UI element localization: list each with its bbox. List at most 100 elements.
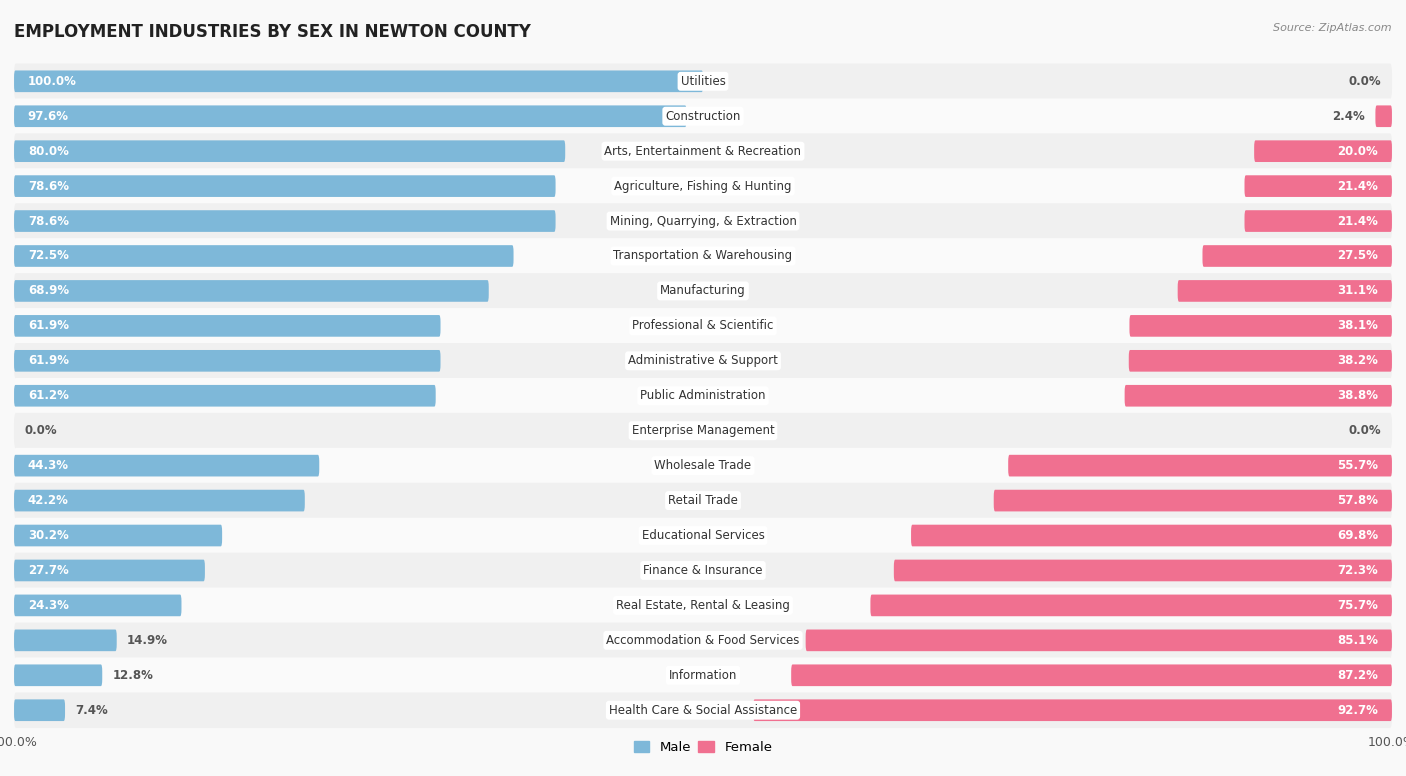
Text: 44.3%: 44.3% <box>28 459 69 472</box>
Text: 31.1%: 31.1% <box>1337 285 1378 297</box>
FancyBboxPatch shape <box>14 140 565 162</box>
FancyBboxPatch shape <box>1129 350 1392 372</box>
Text: 27.7%: 27.7% <box>28 564 69 577</box>
Text: EMPLOYMENT INDUSTRIES BY SEX IN NEWTON COUNTY: EMPLOYMENT INDUSTRIES BY SEX IN NEWTON C… <box>14 23 531 41</box>
Text: 21.4%: 21.4% <box>1337 214 1378 227</box>
Text: 97.6%: 97.6% <box>28 109 69 123</box>
Text: Wholesale Trade: Wholesale Trade <box>654 459 752 472</box>
FancyBboxPatch shape <box>14 273 1392 309</box>
FancyBboxPatch shape <box>14 99 1392 134</box>
FancyBboxPatch shape <box>14 308 1392 344</box>
FancyBboxPatch shape <box>754 699 1392 721</box>
FancyBboxPatch shape <box>14 657 1392 693</box>
Text: 0.0%: 0.0% <box>24 424 58 437</box>
Text: Real Estate, Rental & Leasing: Real Estate, Rental & Leasing <box>616 599 790 612</box>
FancyBboxPatch shape <box>1125 385 1392 407</box>
FancyBboxPatch shape <box>14 238 1392 274</box>
FancyBboxPatch shape <box>1202 245 1392 267</box>
Text: Public Administration: Public Administration <box>640 390 766 402</box>
Text: Agriculture, Fishing & Hunting: Agriculture, Fishing & Hunting <box>614 179 792 192</box>
Text: 72.5%: 72.5% <box>28 250 69 262</box>
Text: 61.9%: 61.9% <box>28 355 69 367</box>
FancyBboxPatch shape <box>14 133 1392 169</box>
Text: 87.2%: 87.2% <box>1337 669 1378 682</box>
Text: 61.2%: 61.2% <box>28 390 69 402</box>
Text: 30.2%: 30.2% <box>28 529 69 542</box>
Text: 80.0%: 80.0% <box>28 144 69 158</box>
FancyBboxPatch shape <box>14 385 436 407</box>
Text: 27.5%: 27.5% <box>1337 250 1378 262</box>
Text: 78.6%: 78.6% <box>28 214 69 227</box>
FancyBboxPatch shape <box>14 64 1392 99</box>
FancyBboxPatch shape <box>14 175 555 197</box>
FancyBboxPatch shape <box>14 587 1392 623</box>
Text: Retail Trade: Retail Trade <box>668 494 738 507</box>
FancyBboxPatch shape <box>14 455 319 476</box>
FancyBboxPatch shape <box>1244 210 1392 232</box>
Text: 0.0%: 0.0% <box>1348 424 1382 437</box>
FancyBboxPatch shape <box>14 629 117 651</box>
FancyBboxPatch shape <box>806 629 1392 651</box>
FancyBboxPatch shape <box>1178 280 1392 302</box>
Text: 12.8%: 12.8% <box>112 669 153 682</box>
FancyBboxPatch shape <box>14 343 1392 379</box>
Text: Professional & Scientific: Professional & Scientific <box>633 320 773 332</box>
Text: Source: ZipAtlas.com: Source: ZipAtlas.com <box>1274 23 1392 33</box>
FancyBboxPatch shape <box>14 559 205 581</box>
FancyBboxPatch shape <box>14 350 440 372</box>
Text: 72.3%: 72.3% <box>1337 564 1378 577</box>
Text: 100.0%: 100.0% <box>28 74 77 88</box>
Text: Enterprise Management: Enterprise Management <box>631 424 775 437</box>
FancyBboxPatch shape <box>1008 455 1392 476</box>
FancyBboxPatch shape <box>14 315 440 337</box>
Text: Manufacturing: Manufacturing <box>661 285 745 297</box>
FancyBboxPatch shape <box>14 210 555 232</box>
Text: 38.8%: 38.8% <box>1337 390 1378 402</box>
Text: 57.8%: 57.8% <box>1337 494 1378 507</box>
Text: 55.7%: 55.7% <box>1337 459 1378 472</box>
Text: 42.2%: 42.2% <box>28 494 69 507</box>
FancyBboxPatch shape <box>14 448 1392 483</box>
FancyBboxPatch shape <box>14 378 1392 414</box>
Text: 38.2%: 38.2% <box>1337 355 1378 367</box>
Text: Administrative & Support: Administrative & Support <box>628 355 778 367</box>
Text: 78.6%: 78.6% <box>28 179 69 192</box>
FancyBboxPatch shape <box>870 594 1392 616</box>
FancyBboxPatch shape <box>14 594 181 616</box>
FancyBboxPatch shape <box>14 518 1392 553</box>
Text: Arts, Entertainment & Recreation: Arts, Entertainment & Recreation <box>605 144 801 158</box>
Text: 69.8%: 69.8% <box>1337 529 1378 542</box>
FancyBboxPatch shape <box>911 525 1392 546</box>
FancyBboxPatch shape <box>14 168 1392 204</box>
Text: 7.4%: 7.4% <box>76 704 108 717</box>
FancyBboxPatch shape <box>894 559 1392 581</box>
Text: Construction: Construction <box>665 109 741 123</box>
Text: 20.0%: 20.0% <box>1337 144 1378 158</box>
FancyBboxPatch shape <box>14 106 686 127</box>
Text: Accommodation & Food Services: Accommodation & Food Services <box>606 634 800 647</box>
Text: 21.4%: 21.4% <box>1337 179 1378 192</box>
FancyBboxPatch shape <box>14 483 1392 518</box>
Text: 2.4%: 2.4% <box>1333 109 1365 123</box>
Text: Health Care & Social Assistance: Health Care & Social Assistance <box>609 704 797 717</box>
FancyBboxPatch shape <box>1375 106 1392 127</box>
FancyBboxPatch shape <box>14 203 1392 239</box>
FancyBboxPatch shape <box>14 525 222 546</box>
Text: Educational Services: Educational Services <box>641 529 765 542</box>
FancyBboxPatch shape <box>14 280 489 302</box>
Text: Finance & Insurance: Finance & Insurance <box>644 564 762 577</box>
Text: 14.9%: 14.9% <box>127 634 169 647</box>
Text: 92.7%: 92.7% <box>1337 704 1378 717</box>
FancyBboxPatch shape <box>14 245 513 267</box>
FancyBboxPatch shape <box>14 664 103 686</box>
Text: Transportation & Warehousing: Transportation & Warehousing <box>613 250 793 262</box>
Text: 61.9%: 61.9% <box>28 320 69 332</box>
Text: 24.3%: 24.3% <box>28 599 69 612</box>
Text: Information: Information <box>669 669 737 682</box>
FancyBboxPatch shape <box>14 553 1392 588</box>
Text: 85.1%: 85.1% <box>1337 634 1378 647</box>
Legend: Male, Female: Male, Female <box>628 736 778 760</box>
Text: 75.7%: 75.7% <box>1337 599 1378 612</box>
Text: 68.9%: 68.9% <box>28 285 69 297</box>
FancyBboxPatch shape <box>14 692 1392 728</box>
